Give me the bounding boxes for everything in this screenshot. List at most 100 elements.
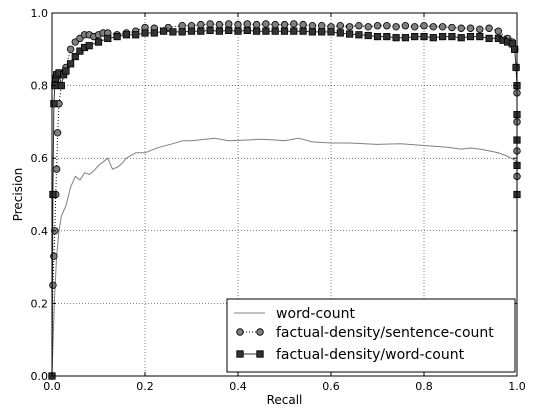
data-point-factual-density-sentence-count bbox=[345, 23, 354, 31]
data-point-factual-density-word-count bbox=[85, 42, 93, 50]
x-tick-label: 0.2 bbox=[136, 380, 154, 393]
data-point-factual-density-sentence-count bbox=[308, 22, 317, 30]
legend-marker-word-count-density bbox=[236, 350, 244, 358]
data-point-factual-density-sentence-count bbox=[178, 22, 186, 30]
y-tick-label: 0.4 bbox=[31, 225, 49, 238]
data-point-factual-density-word-count bbox=[401, 34, 410, 42]
data-point-factual-density-word-count bbox=[197, 27, 205, 35]
data-point-factual-density-word-count bbox=[308, 28, 317, 36]
data-point-factual-density-word-count bbox=[271, 27, 279, 35]
data-point-factual-density-sentence-count bbox=[383, 22, 391, 30]
data-point-factual-density-word-count bbox=[104, 34, 112, 43]
legend-marker-sentence-count bbox=[256, 328, 264, 336]
data-point-factual-density-word-count bbox=[169, 28, 177, 36]
data-point-factual-density-sentence-count bbox=[271, 20, 279, 29]
data-point-factual-density-word-count bbox=[448, 32, 456, 41]
data-point-factual-density-sentence-count bbox=[290, 20, 298, 28]
data-point-factual-density-word-count bbox=[318, 28, 326, 36]
legend-marker-sentence-count bbox=[236, 328, 244, 336]
x-tick-labels: 0.0 0.2 0.4 0.6 0.8 1.0 bbox=[43, 380, 526, 393]
x-tick-label: 0.0 bbox=[43, 380, 61, 393]
data-point-factual-density-word-count bbox=[476, 32, 484, 41]
data-point-factual-density-word-count bbox=[62, 67, 70, 75]
data-point-factual-density-word-count bbox=[225, 26, 233, 35]
data-point-factual-density-word-count bbox=[49, 190, 57, 199]
data-point-factual-density-sentence-count bbox=[224, 20, 233, 28]
data-point-factual-density-word-count bbox=[383, 32, 391, 41]
data-point-factual-density-sentence-count bbox=[494, 27, 503, 35]
data-point-factual-density-word-count bbox=[141, 29, 149, 37]
legend: word-count factual-density/sentence-coun… bbox=[226, 298, 516, 373]
data-point-factual-density-word-count bbox=[392, 34, 400, 42]
y-axis-label: Precision bbox=[11, 168, 25, 222]
data-point-factual-density-sentence-count bbox=[252, 20, 261, 29]
y-tick-label: 1.0 bbox=[31, 7, 49, 20]
data-point-factual-density-word-count bbox=[234, 27, 242, 35]
x-tick-label: 1.0 bbox=[508, 380, 526, 393]
data-point-factual-density-word-count bbox=[122, 31, 130, 39]
data-point-factual-density-sentence-count bbox=[66, 45, 75, 53]
data-point-factual-density-sentence-count bbox=[485, 24, 493, 32]
data-point-factual-density-sentence-count bbox=[411, 23, 419, 31]
data-point-factual-density-word-count bbox=[512, 63, 520, 72]
data-point-factual-density-sentence-count bbox=[215, 20, 224, 29]
data-point-factual-density-sentence-count bbox=[318, 22, 326, 30]
x-tick-label: 0.8 bbox=[415, 380, 433, 393]
data-point-factual-density-sentence-count bbox=[438, 23, 447, 31]
data-point-factual-density-word-count bbox=[178, 28, 186, 36]
data-point-factual-density-sentence-count bbox=[364, 23, 372, 31]
data-point-factual-density-word-count bbox=[420, 32, 428, 41]
data-point-factual-density-word-count bbox=[364, 31, 372, 40]
data-point-factual-density-word-count bbox=[355, 31, 363, 39]
data-point-factual-density-sentence-count bbox=[336, 22, 344, 30]
data-point-factual-density-word-count bbox=[290, 27, 298, 35]
y-tick-label: 0.2 bbox=[31, 297, 49, 310]
data-point-factual-density-word-count bbox=[252, 27, 261, 35]
data-point-factual-density-sentence-count bbox=[280, 20, 289, 29]
data-point-factual-density-word-count bbox=[132, 31, 140, 39]
data-point-factual-density-word-count bbox=[280, 27, 289, 35]
data-point-factual-density-word-count bbox=[243, 26, 251, 35]
data-point-factual-density-word-count bbox=[206, 26, 214, 35]
data-point-factual-density-sentence-count bbox=[52, 165, 61, 173]
y-tick-label: 0.0 bbox=[31, 370, 49, 383]
data-point-factual-density-word-count bbox=[67, 60, 75, 68]
data-point-factual-density-word-count bbox=[485, 34, 493, 43]
data-point-factual-density-sentence-count bbox=[234, 20, 242, 29]
data-point-factual-density-sentence-count bbox=[299, 20, 307, 29]
data-point-factual-density-word-count bbox=[159, 27, 168, 35]
data-point-factual-density-sentence-count bbox=[197, 20, 205, 29]
data-point-factual-density-sentence-count bbox=[476, 25, 484, 34]
data-point-factual-density-word-count bbox=[511, 45, 519, 53]
data-point-factual-density-word-count bbox=[327, 28, 335, 36]
data-point-factual-density-sentence-count bbox=[466, 24, 475, 32]
data-point-factual-density-sentence-count bbox=[448, 23, 456, 32]
data-point-factual-density-word-count bbox=[457, 34, 465, 42]
legend-marker-word-count-density bbox=[256, 350, 264, 358]
y-tick-label: 0.6 bbox=[31, 152, 49, 165]
data-point-factual-density-word-count bbox=[345, 30, 354, 38]
data-point-factual-density-word-count bbox=[411, 32, 419, 41]
legend-label-word-count: word-count bbox=[276, 306, 355, 322]
x-axis-label: Recall bbox=[267, 393, 303, 407]
data-point-factual-density-word-count bbox=[438, 32, 447, 41]
legend-label-word-count-density: factual-density/word-count bbox=[276, 347, 465, 363]
data-point-factual-density-sentence-count bbox=[373, 22, 382, 30]
data-point-factual-density-word-count bbox=[150, 29, 158, 37]
data-point-factual-density-sentence-count bbox=[206, 20, 214, 28]
data-point-factual-density-word-count bbox=[429, 34, 437, 42]
data-point-factual-density-sentence-count bbox=[457, 24, 465, 32]
data-point-factual-density-sentence-count bbox=[355, 22, 363, 30]
data-point-factual-density-sentence-count bbox=[53, 129, 62, 137]
data-point-factual-density-sentence-count bbox=[262, 20, 270, 28]
data-point-factual-density-word-count bbox=[466, 32, 475, 41]
x-tick-label: 0.6 bbox=[322, 380, 340, 393]
data-point-factual-density-word-count bbox=[187, 27, 196, 35]
data-point-factual-density-word-count bbox=[94, 38, 103, 46]
data-point-factual-density-word-count bbox=[262, 27, 270, 35]
data-point-factual-density-word-count bbox=[76, 47, 84, 55]
data-point-factual-density-word-count bbox=[336, 29, 344, 37]
data-point-factual-density-word-count bbox=[113, 32, 121, 41]
series-layer bbox=[48, 20, 521, 380]
